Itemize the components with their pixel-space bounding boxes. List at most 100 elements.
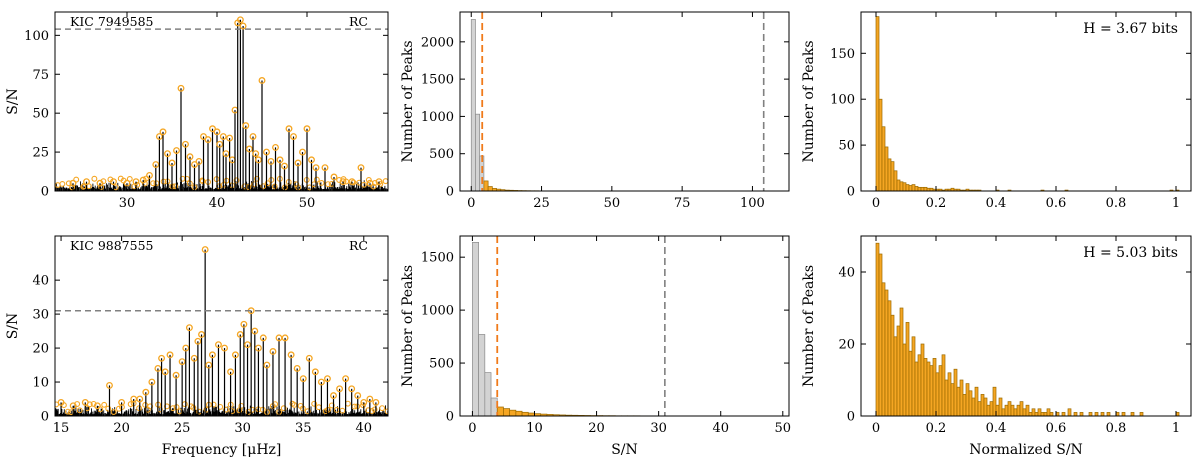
normalized-bin	[1106, 412, 1111, 416]
normalized-bin	[1034, 412, 1039, 416]
panel-normalized-bottom: H = 5.03 bits 0 0.2 0.4 0.6 0.8 1 0 20 40 Number o…	[801, 235, 1192, 458]
normalized-bin	[929, 365, 934, 416]
peak-marker	[200, 133, 207, 140]
peak-marker	[57, 398, 65, 406]
peak-marker	[299, 148, 306, 156]
orange-bin	[483, 180, 489, 191]
x-tick-label: 0.8	[1106, 421, 1127, 436]
y-tick-label: 20	[838, 338, 855, 353]
normalized-bin	[914, 361, 919, 416]
peak-marker	[83, 178, 90, 186]
peak-marker	[366, 179, 374, 187]
x-tick-label: 50	[299, 196, 316, 211]
normalized-bin	[1121, 412, 1126, 416]
noise-marker	[210, 401, 217, 408]
normalized-bin	[986, 404, 991, 416]
y-tick-label: 10	[32, 376, 49, 391]
noise-marker	[370, 183, 377, 190]
normalized-bin	[932, 358, 937, 416]
peak-marker	[245, 145, 253, 153]
peak-marker	[209, 125, 216, 133]
y-tick-label: 0	[446, 185, 454, 200]
noise-marker	[69, 184, 76, 191]
noise-marker	[101, 401, 108, 408]
x-tick-label: 100	[740, 196, 765, 211]
y-tick-label: 2000	[421, 35, 454, 50]
normalized-bin	[1007, 401, 1012, 416]
panel-spectrum-top-plot-area	[55, 16, 388, 191]
peak-marker	[281, 162, 288, 170]
y-tick-label: 0	[41, 410, 49, 425]
noise-marker	[163, 403, 170, 410]
orange-bin	[496, 406, 504, 416]
y-tick-label: 100	[830, 93, 855, 108]
noise-marker	[233, 177, 240, 184]
normalized-bin	[911, 184, 916, 191]
peak-marker	[152, 161, 160, 168]
normalized-bin	[1013, 408, 1018, 416]
peak-marker	[227, 368, 235, 376]
normalized-bin	[1040, 412, 1045, 416]
normalized-bin	[890, 314, 895, 416]
x-tick-label: 10	[526, 421, 543, 436]
peak-marker	[148, 378, 156, 386]
panel-normalized-bottom-plot-area	[875, 242, 1180, 416]
normalized-bin	[902, 343, 907, 416]
peak-marker	[375, 178, 383, 186]
x-tick-label: 40	[356, 421, 373, 436]
class-label: RC	[349, 238, 368, 253]
normalized-bin	[983, 397, 988, 416]
x-axis-label: Frequency [μHz]	[162, 442, 282, 458]
panel-spectrum-bottom: KIC 9887555 RC 15 20 25 30 35 40 0 10 20 30 40 S/N Fre…	[5, 235, 389, 458]
normalized-bin	[899, 307, 904, 416]
x-tick-label: 25	[533, 196, 550, 211]
normalized-bin	[884, 146, 889, 191]
axes-frame	[860, 11, 1192, 192]
noise-marker	[241, 183, 248, 190]
y-tick-label: 150	[830, 47, 855, 62]
x-tick-label: 0.6	[1046, 196, 1067, 211]
noise-marker	[350, 179, 357, 186]
axes-frame	[459, 235, 790, 417]
y-tick-label: 30	[32, 308, 49, 323]
peak-marker	[287, 351, 295, 359]
x-tick-label: 0	[872, 196, 880, 211]
peak-marker	[242, 122, 250, 130]
peak-marker	[208, 351, 216, 359]
peak-marker	[251, 327, 259, 335]
peak-marker	[321, 164, 329, 172]
x-tick-label: 75	[674, 196, 691, 211]
peak-marker	[168, 159, 176, 167]
normalized-bin	[1046, 408, 1051, 416]
normalized-bin	[959, 379, 964, 416]
y-tick-label: 1000	[421, 110, 454, 125]
peak-marker	[139, 176, 147, 184]
peak-marker	[366, 395, 374, 403]
normalized-bin	[878, 253, 883, 416]
normalized-bin	[1001, 408, 1006, 416]
class-label: RC	[349, 14, 368, 29]
y-axis-label: Number of Peaks	[400, 265, 416, 387]
normalized-bin	[1010, 404, 1015, 416]
x-tick-label: 30	[119, 196, 136, 211]
noise-floor	[55, 400, 388, 416]
noise-marker	[190, 404, 197, 411]
noise-marker	[325, 181, 331, 188]
noise-marker	[91, 175, 98, 182]
peak-marker	[258, 77, 266, 84]
noise-marker	[65, 180, 72, 187]
peak-marker	[249, 133, 257, 140]
peak-marker	[263, 361, 271, 369]
peak-marker	[360, 398, 368, 406]
noise-marker	[318, 179, 325, 186]
peak-marker	[239, 22, 247, 30]
peak-marker	[330, 392, 337, 400]
peak-marker	[354, 392, 362, 400]
peak-marker	[281, 334, 289, 342]
noise-marker	[371, 406, 378, 413]
y-tick-label: 500	[429, 357, 454, 372]
normalized-bin	[980, 394, 985, 416]
peak-marker	[69, 402, 77, 410]
peak-marker	[317, 378, 325, 386]
noise-marker	[110, 409, 117, 415]
